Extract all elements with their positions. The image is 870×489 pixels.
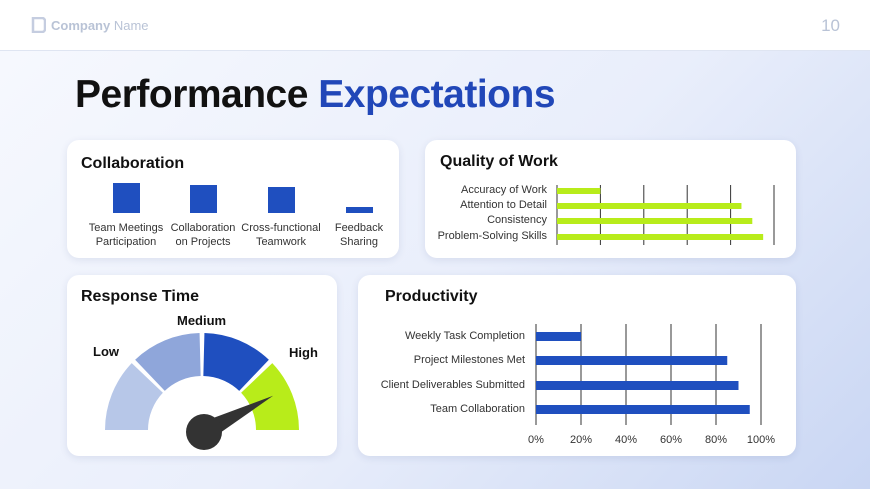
collaboration-label-line: Feedback [334, 222, 384, 234]
collaboration-bar-label: Collaboration on Projects [158, 221, 248, 249]
productivity-category-label: Project Milestones Met [413, 354, 525, 366]
gauge-needle-hub [186, 414, 222, 450]
company-logo-icon [31, 17, 46, 33]
collaboration-bar-label: Cross-functional Teamwork [236, 221, 326, 249]
quality-bar [557, 188, 601, 194]
productivity-category-label: Client Deliverables Submitted [380, 379, 525, 391]
quality-card: Quality of Work Accuracy of Work Attentio… [425, 140, 796, 258]
quality-category-label: Accuracy of Work [461, 184, 547, 196]
gauge-segment [203, 333, 269, 391]
collaboration-bar [345, 206, 373, 213]
collaboration-title: Collaboration [81, 155, 185, 172]
response-time-gauge [105, 333, 299, 450]
quality-category-label: Attention to Detail [460, 199, 547, 211]
quality-bar [557, 234, 764, 240]
collaboration-label-line: Participation [95, 236, 157, 248]
productivity-tick-label: 20% [570, 434, 592, 446]
slide-title: Performance Expectations [75, 73, 556, 117]
productivity-bar [536, 332, 581, 341]
collaboration-label-line: Team Meetings [88, 222, 164, 234]
gauge-segment [241, 363, 299, 430]
quality-bar [557, 203, 742, 209]
collaboration-bar [112, 183, 140, 213]
gauge-label-low: Low [93, 344, 119, 359]
productivity-bar [536, 381, 739, 390]
title-accent: Expectations [318, 73, 556, 116]
quality-category-label: Consistency [487, 214, 547, 226]
collaboration-bar-label: Feedback Sharing [314, 221, 404, 249]
productivity-category-label: Weekly Task Completion [404, 330, 525, 342]
productivity-card: Productivity 0% 20% 40% 60% 80% 100% Weekly T… [358, 275, 796, 456]
header-bar: Company Name 10 [0, 0, 870, 51]
gauge-label-medium: Medium [177, 313, 227, 328]
title-main: Performance [75, 73, 308, 116]
productivity-bar [536, 405, 750, 414]
productivity-tick-label: 100% [747, 434, 775, 446]
collaboration-label-line: Cross-functional [241, 222, 321, 234]
productivity-tick-label: 40% [615, 434, 637, 446]
productivity-chart: 0% 20% 40% 60% 80% 100% [528, 324, 775, 446]
productivity-tick-label: 0% [528, 434, 544, 446]
page-number: 10 [821, 16, 840, 35]
collaboration-bar-label: Team Meetings Participation [81, 221, 171, 249]
gauge-label-high: High [289, 345, 318, 360]
gauge-segment [135, 333, 201, 391]
collaboration-card: Collaboration Team Meetings Participation… [67, 140, 399, 258]
collaboration-label-line: Sharing [340, 236, 378, 248]
collaboration-chart: Team Meetings Participation Collaboration o… [67, 140, 399, 258]
collaboration-bar [267, 187, 295, 213]
collaboration-label-line: Teamwork [255, 236, 307, 248]
company-name: Company Name [51, 18, 149, 33]
productivity-bar [536, 356, 728, 365]
collaboration-label-line: Collaboration [170, 222, 236, 234]
quality-chart [556, 185, 775, 245]
collaboration-bar [189, 185, 217, 213]
productivity-category-label: Team Collaboration [430, 403, 525, 415]
response-time-title: Response Time [81, 288, 199, 305]
productivity-tick-label: 80% [705, 434, 727, 446]
productivity-title: Productivity [385, 288, 478, 305]
productivity-tick-label: 60% [660, 434, 682, 446]
quality-title: Quality of Work [440, 153, 558, 170]
gauge-segment [105, 363, 163, 430]
collaboration-label-line: on Projects [175, 236, 231, 248]
quality-bar [557, 218, 753, 224]
quality-category-label: Problem-Solving Skills [437, 230, 547, 242]
response-time-card: Response Time Low Medium High [67, 275, 337, 456]
